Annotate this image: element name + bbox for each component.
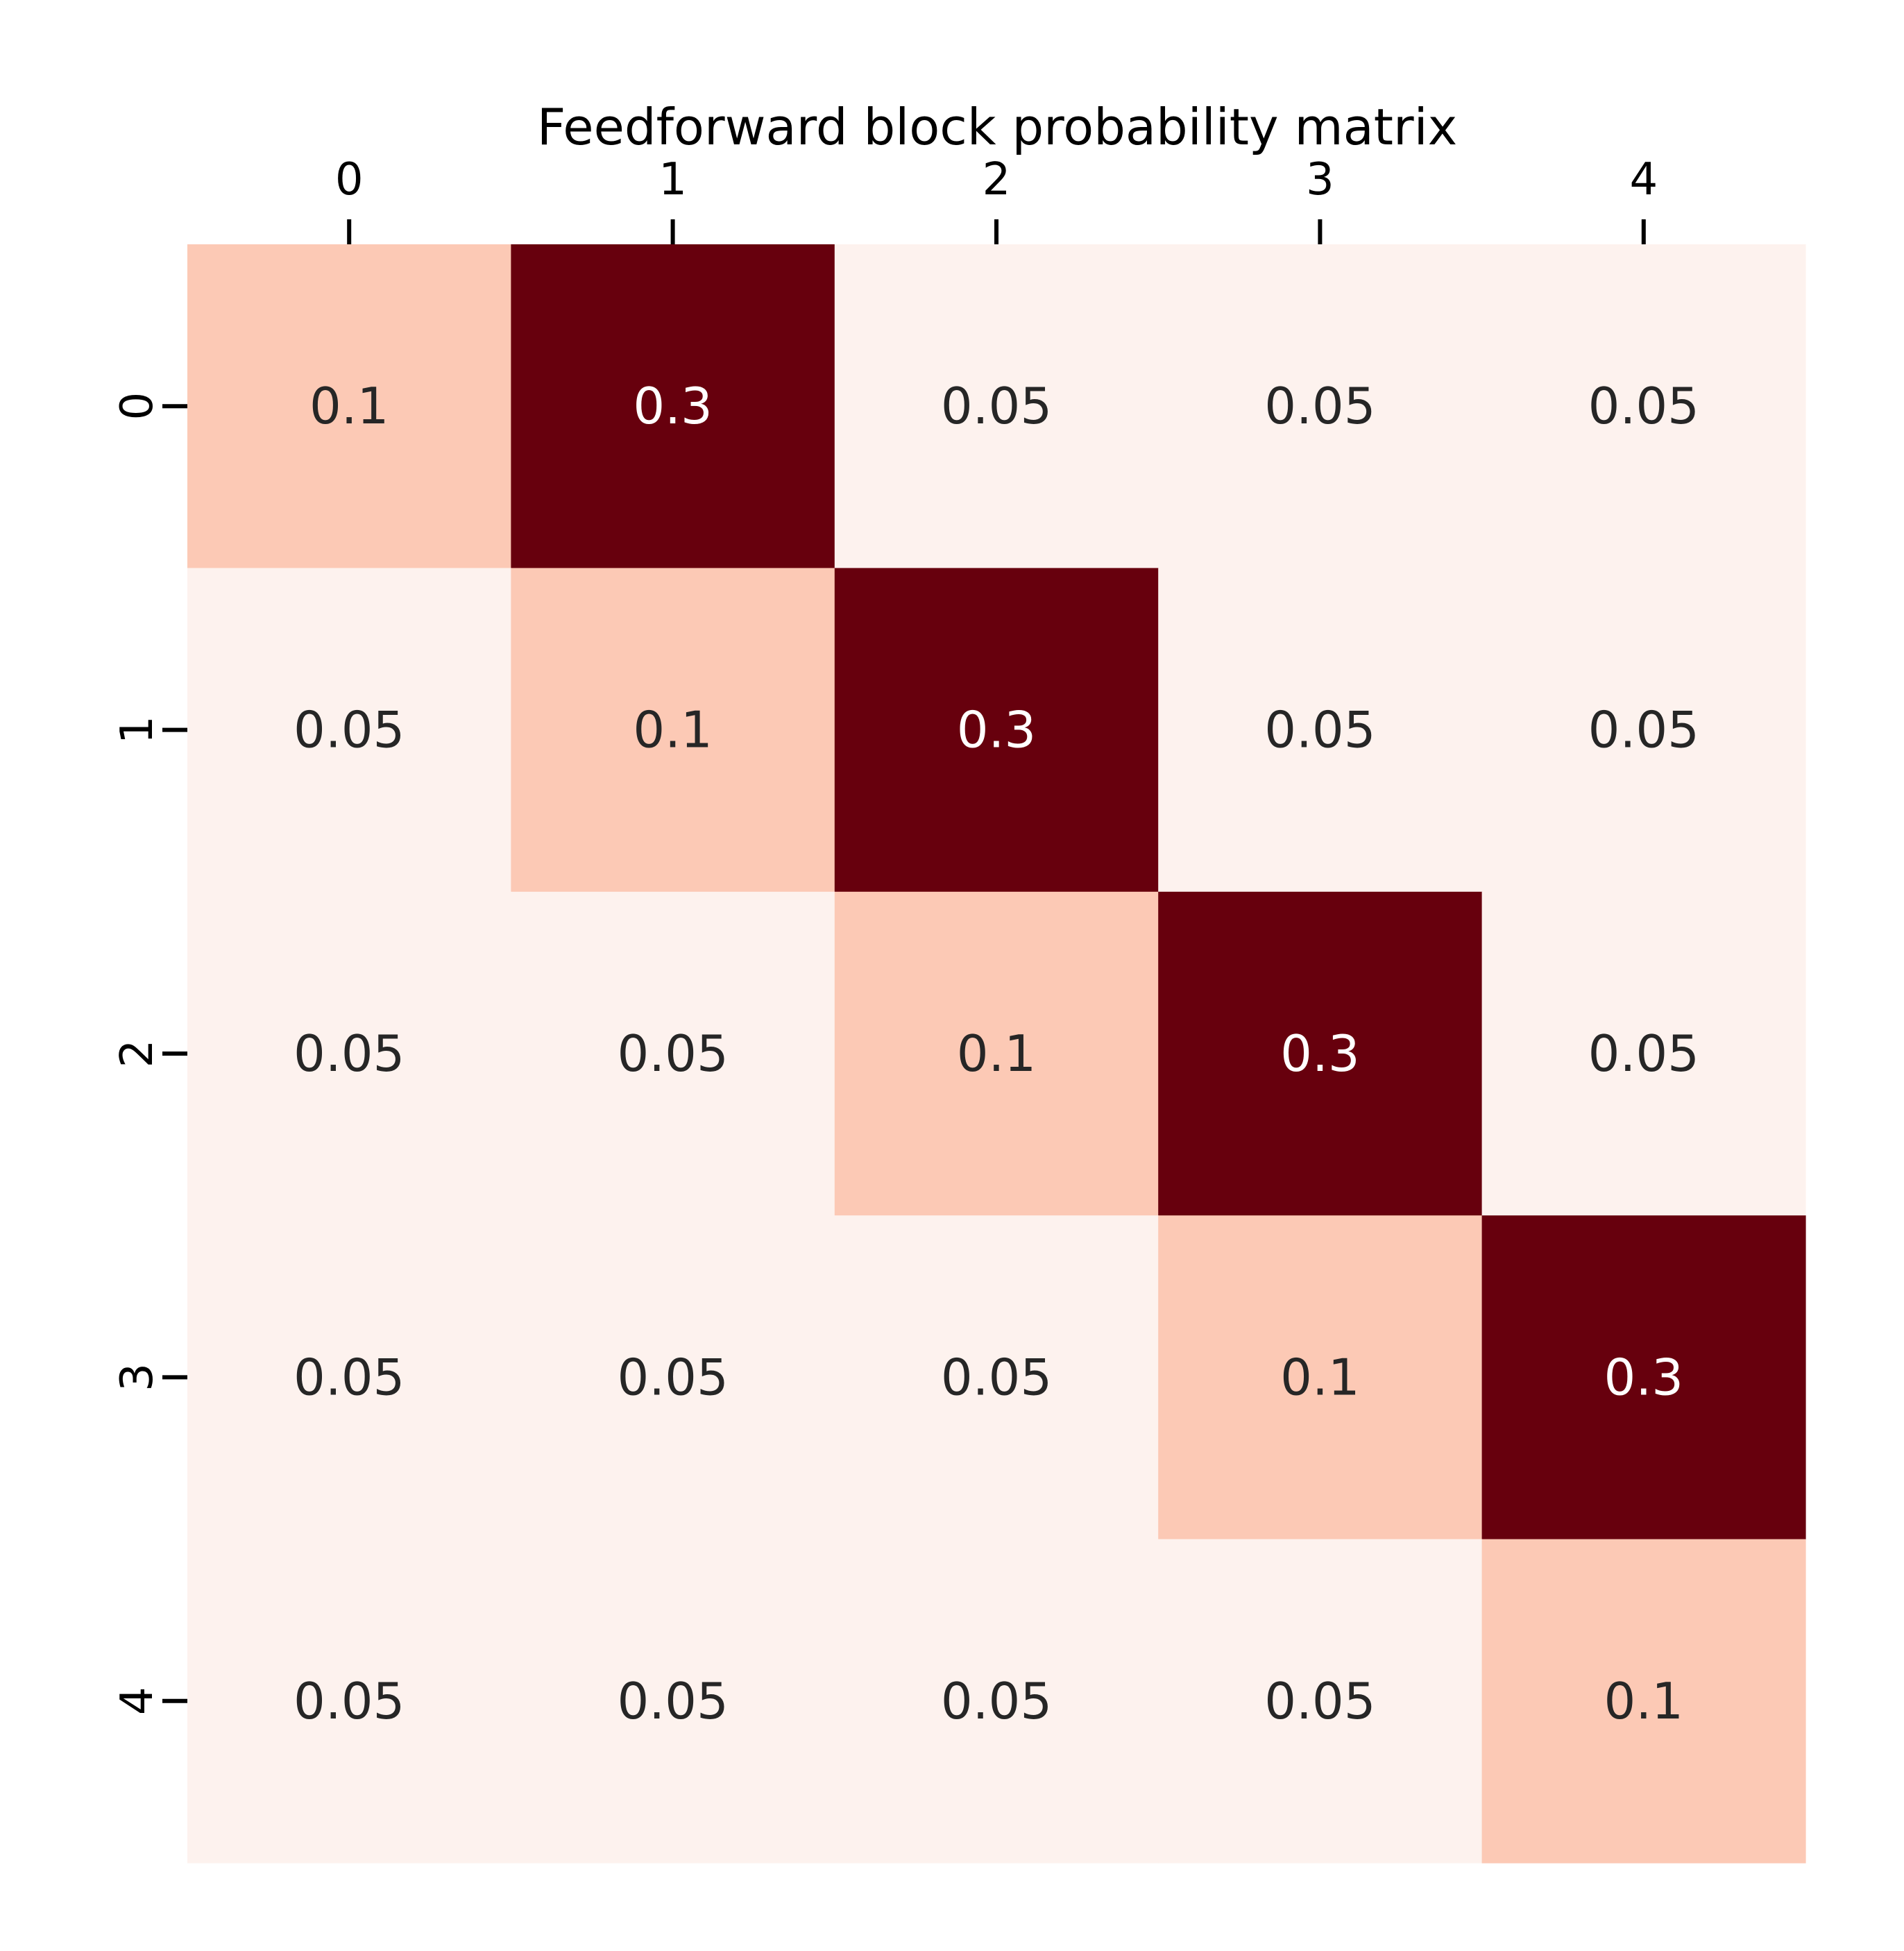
cell-value-label-r2-c2: 0.1 bbox=[957, 1024, 1037, 1083]
x-tick-label-1: 1 bbox=[658, 154, 687, 205]
cell-value-label-r3-c0: 0.05 bbox=[294, 1348, 405, 1406]
y-tick-label-3: 3 bbox=[112, 1363, 163, 1392]
heatmap-cell-r4-c4 bbox=[1481, 1539, 1806, 1864]
cell-value-label-r4-c3: 0.05 bbox=[1264, 1672, 1375, 1730]
heatmap-cell-r0-c3 bbox=[1158, 244, 1483, 568]
heatmap-cell-r1-c3 bbox=[1158, 568, 1483, 893]
heatmap-cell-r1-c0 bbox=[187, 568, 511, 893]
cell-value-label-r4-c4: 0.1 bbox=[1604, 1672, 1684, 1730]
heatmap-cell-r3-c0 bbox=[187, 1215, 511, 1540]
cell-value-label-r3-c4: 0.3 bbox=[1604, 1348, 1684, 1406]
cell-value-label-r1-c3: 0.05 bbox=[1264, 701, 1375, 759]
y-tick-label-0: 0 bbox=[112, 392, 163, 421]
heatmap-cell-r3-c3 bbox=[1158, 1215, 1483, 1540]
cell-value-label-r2-c1: 0.05 bbox=[617, 1024, 728, 1083]
y-axis-left: 0 1 2 3 4 bbox=[112, 392, 187, 1715]
heatmap-cell-r3-c1 bbox=[511, 1215, 835, 1540]
heatmap-cell-r2-c4 bbox=[1481, 891, 1806, 1216]
cell-value-label-r3-c1: 0.05 bbox=[617, 1348, 728, 1406]
heatmap-cell-r4-c1 bbox=[511, 1539, 835, 1864]
heatmap-cell-r1-c2 bbox=[834, 568, 1159, 893]
heatmap-cell-r3-c4 bbox=[1481, 1215, 1806, 1540]
cell-value-label-r0-c2: 0.05 bbox=[941, 377, 1052, 435]
x-axis-top: 0 1 2 3 4 bbox=[335, 154, 1658, 244]
heatmap-cells: 0.1 0.3 0.05 0.05 0.05 0.05 0.1 0.3 0.05 0.05 0.05… bbox=[187, 244, 1806, 1864]
cell-value-label-r1-c0: 0.05 bbox=[294, 701, 405, 759]
x-tick-label-2: 2 bbox=[983, 154, 1011, 205]
x-tick-label-3: 3 bbox=[1306, 154, 1334, 205]
heatmap-cell-r0-c2 bbox=[834, 244, 1159, 568]
y-tick-label-1: 1 bbox=[112, 716, 163, 744]
cell-value-label-r0-c1: 0.3 bbox=[633, 377, 713, 435]
heatmap-cell-r2-c2 bbox=[834, 891, 1159, 1216]
cell-value-label-r0-c3: 0.05 bbox=[1264, 377, 1375, 435]
cell-value-label-r2-c3: 0.3 bbox=[1280, 1024, 1360, 1083]
heatmap-cell-r0-c4 bbox=[1481, 244, 1806, 568]
cell-value-label-r0-c0: 0.1 bbox=[309, 377, 389, 435]
x-tick-label-4: 4 bbox=[1629, 154, 1658, 205]
cell-value-label-r4-c1: 0.05 bbox=[617, 1672, 728, 1730]
heatmap-cell-r4-c2 bbox=[834, 1539, 1159, 1864]
heatmap-cell-r1-c4 bbox=[1481, 568, 1806, 893]
cell-value-label-r4-c0: 0.05 bbox=[294, 1672, 405, 1730]
heatmap-cell-r1-c1 bbox=[511, 568, 835, 893]
y-tick-label-4: 4 bbox=[112, 1687, 163, 1715]
heatmap-cell-r4-c0 bbox=[187, 1539, 511, 1864]
x-tick-label-0: 0 bbox=[335, 154, 364, 205]
heatmap-cell-r2-c3 bbox=[1158, 891, 1483, 1216]
heatmap-cell-r0-c1 bbox=[511, 244, 835, 568]
cell-value-label-r2-c4: 0.05 bbox=[1588, 1024, 1699, 1083]
cell-value-label-r3-c2: 0.05 bbox=[941, 1348, 1052, 1406]
chart-title: Feedforward block probability matrix bbox=[537, 98, 1457, 156]
heatmap-cell-r4-c3 bbox=[1158, 1539, 1483, 1864]
heatmap-cell-r2-c0 bbox=[187, 891, 511, 1216]
cell-value-label-r3-c3: 0.1 bbox=[1280, 1348, 1360, 1406]
cell-value-label-r1-c4: 0.05 bbox=[1588, 701, 1699, 759]
heatmap-cell-r3-c2 bbox=[834, 1215, 1159, 1540]
y-tick-label-2: 2 bbox=[112, 1040, 163, 1068]
heatmap-cell-r0-c0 bbox=[187, 244, 511, 568]
cell-value-label-r4-c2: 0.05 bbox=[941, 1672, 1052, 1730]
cell-value-label-r0-c4: 0.05 bbox=[1588, 377, 1699, 435]
cell-value-label-r2-c0: 0.05 bbox=[294, 1024, 405, 1083]
cell-value-label-r1-c2: 0.3 bbox=[957, 701, 1037, 759]
cell-value-label-r1-c1: 0.1 bbox=[633, 701, 713, 759]
heatmap-cell-r2-c1 bbox=[511, 891, 835, 1216]
